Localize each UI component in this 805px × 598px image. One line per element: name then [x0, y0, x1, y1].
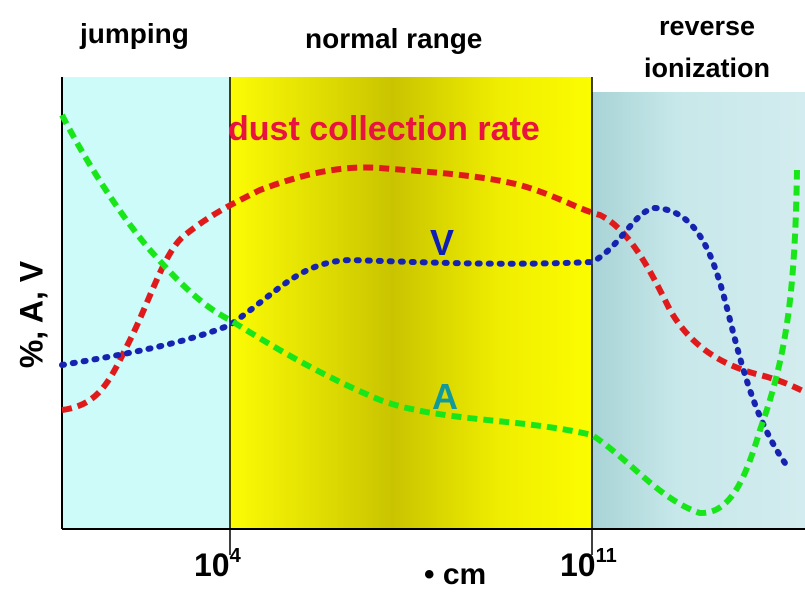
region-label-reverse-line2: ionization [644, 53, 770, 83]
series-label-current: A [432, 376, 458, 417]
x-tick-10e11-base: 10 [560, 547, 596, 583]
x-tick-10e4: 104 [194, 545, 241, 584]
x-tick-10e11: 1011 [560, 545, 617, 584]
current-curve [59, 113, 800, 517]
y-axis-title: %, A, V [13, 260, 50, 369]
x-tick-10e4-exp: 4 [229, 545, 241, 567]
normal-range-region [230, 77, 592, 528]
region-label-reverse-ionization: reverse ionization [612, 5, 802, 89]
series-label-dust-collection-rate: dust collection rate [228, 110, 540, 148]
region-label-normal-range-text: normal range [305, 23, 483, 54]
region-label-normal-range: normal range [305, 23, 482, 55]
voltage-curve [59, 204, 793, 473]
x-axis-title: • cm [424, 558, 487, 591]
x-tick-10e11-exp: 11 [595, 545, 617, 567]
region-label-jumping: jumping [80, 18, 189, 50]
dust-collection-rate-curve [61, 164, 805, 413]
x-tick-10e4-base: 10 [194, 547, 230, 583]
region-label-reverse-line1: reverse [658, 11, 756, 41]
region-label-jumping-text: jumping [80, 18, 189, 49]
jumping-region [62, 77, 230, 528]
series-label-voltage: V [430, 222, 455, 263]
reverse-ionization-region [592, 92, 805, 528]
